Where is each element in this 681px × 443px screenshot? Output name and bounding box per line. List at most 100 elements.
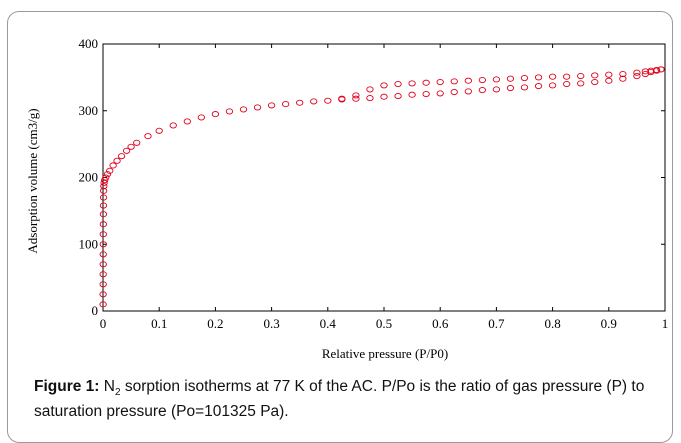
data-point [169,122,177,129]
x-axis-label: Relative pressure (P/P0) [322,346,448,361]
data-point [99,231,107,238]
data-point [506,75,515,82]
data-point [478,87,486,94]
x-tick-label: 0 [100,316,107,331]
data-point [99,251,107,258]
x-tick-label: 0.7 [488,316,505,331]
data-point [408,91,416,98]
x-tick-label: 0.4 [320,316,337,331]
x-tick-label: 0.5 [376,316,392,331]
y-tick-label: 400 [79,36,99,51]
data-point [380,82,388,89]
data-point [113,157,121,164]
data-point [99,221,107,228]
data-point [99,281,107,288]
data-point [534,74,543,81]
y-tick-label: 200 [79,170,99,185]
data-point [99,241,107,248]
data-point [99,301,107,308]
data-point [633,69,641,76]
data-point [436,90,444,97]
data-point [106,167,114,174]
data-point [99,194,108,201]
data-point [422,91,430,98]
data-point [450,78,458,85]
axes [102,43,666,312]
data-point [99,211,108,218]
data-point [534,83,543,90]
data-point [109,162,117,169]
data-point [133,139,141,146]
x-tick-label: 0.2 [207,316,223,331]
data-point [520,74,529,82]
data-point [239,106,248,113]
data-point [352,92,360,99]
data-point [605,77,613,84]
data-point [99,291,107,298]
data-point [310,98,318,105]
data-point [577,72,585,80]
data-point [394,81,402,88]
caption-text-post: sorption isotherms at 77 K of the AC. P/… [34,378,645,421]
data-point [122,147,131,154]
data-point [338,95,346,102]
data-point [380,93,388,100]
data-point [548,82,557,89]
data-point [100,183,108,190]
data-point [225,108,234,115]
isotherm-chart: 0 0.1 0.2 0.3 0.4 0.5 0.6 0.7 0.8 0.9 1 0 100 200 300 4… [25,36,669,361]
data-point [253,104,262,111]
data-point [605,71,613,78]
tick-labels: 0 0.1 0.2 0.3 0.4 0.5 0.6 0.7 0.8 0.9 1 0 100 200 300 4… [79,36,669,331]
data-point [352,95,360,102]
data-point [464,88,472,95]
data-point [183,118,191,125]
data-point [450,89,458,96]
data-point [99,271,107,278]
data-point [492,86,501,93]
data-point [548,73,557,80]
data-point [296,99,304,106]
x-tick-label: 0.1 [151,316,167,331]
data-point [619,75,627,82]
x-tick-label: 0.8 [544,316,560,331]
data-point [577,80,585,87]
data-points [99,66,665,308]
data-point [100,187,108,194]
x-tick-label: 0.3 [263,316,279,331]
data-point [144,133,152,140]
y-tick-label: 300 [79,103,99,118]
data-point [591,78,599,86]
data-point [366,95,374,102]
data-point [103,171,112,178]
data-point [563,73,571,80]
data-point [619,70,627,78]
figure-frame [7,11,673,443]
data-point [155,127,163,134]
data-point [492,76,501,83]
data-point [464,77,472,84]
x-tick-label: 0.6 [432,316,449,331]
data-point [102,174,110,181]
data-point [506,85,515,92]
data-point [436,78,444,86]
data-point [591,72,599,79]
data-point [127,143,135,150]
data-point [563,81,571,88]
data-point [647,67,655,74]
data-point [197,114,206,121]
data-point [267,102,276,109]
x-tick-label: 0.9 [601,316,617,331]
y-tick-label: 100 [79,236,99,251]
data-point [633,72,641,80]
caption-subscript: 2 [114,387,121,399]
x-tick-label: 1 [662,316,669,331]
data-point [422,79,430,86]
data-point [99,261,107,268]
data-point [324,97,332,104]
data-point [99,202,108,209]
data-point [478,76,486,84]
data-point [657,66,665,73]
data-point [281,101,290,108]
data-point [641,68,649,75]
